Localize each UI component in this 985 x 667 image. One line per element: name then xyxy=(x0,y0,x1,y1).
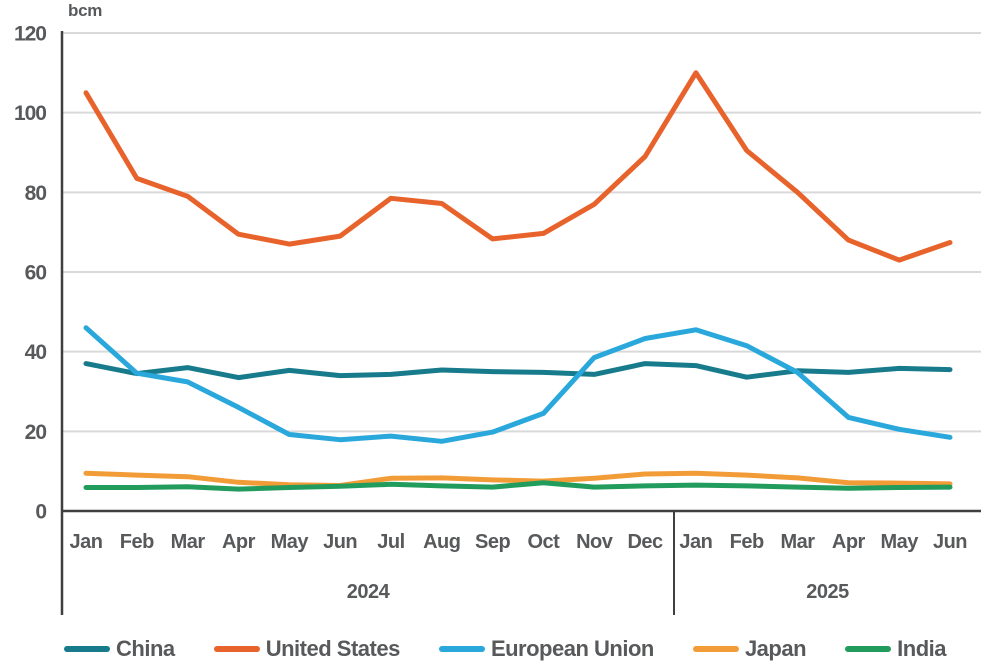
x-tick-label: Mar xyxy=(780,531,815,553)
x-tick-label: Feb xyxy=(730,531,764,553)
legend-item-china: China xyxy=(64,636,175,662)
x-tick-label: May xyxy=(880,531,919,553)
y-tick-label: 60 xyxy=(25,262,47,285)
legend-item-india: India xyxy=(845,636,946,662)
x-tick-label: Jun xyxy=(323,531,357,553)
legend-swatch-icon xyxy=(692,646,739,652)
x-tick-label: May xyxy=(271,531,310,553)
y-tick-label: 120 xyxy=(14,23,46,46)
year-label: 2025 xyxy=(806,581,849,603)
legend-item-japan: Japan xyxy=(692,636,807,662)
x-tick-label: Jun xyxy=(933,531,967,553)
x-tick-label: Apr xyxy=(222,531,256,553)
y-axis-unit-label: bcm xyxy=(68,1,103,20)
y-tick-label: 40 xyxy=(25,341,47,364)
legend-label: India xyxy=(897,636,946,661)
y-tick-label: 80 xyxy=(25,182,47,205)
x-tick-label: Feb xyxy=(120,531,154,553)
legend-swatch-icon xyxy=(213,646,260,652)
series-line-european-union xyxy=(83,325,953,444)
y-tick-label: 100 xyxy=(14,102,46,125)
series-line-united-states xyxy=(83,70,953,263)
x-tick-label: Apr xyxy=(832,531,866,553)
legend-label: European Union xyxy=(490,636,654,661)
y-tick-label: 20 xyxy=(25,421,47,444)
x-tick-label: Jan xyxy=(679,531,712,553)
legend-label: Japan xyxy=(744,636,807,661)
line-chart: 0 20 40 60 80 100 120 Jan Feb Mar Apr May Jun Jul Aug S… xyxy=(14,23,981,615)
x-tick-label: Dec xyxy=(627,531,663,553)
legend-label: China xyxy=(116,636,175,661)
chart-legend: China United States European Union Japan Ind… xyxy=(64,634,946,664)
x-tick-label: Mar xyxy=(171,531,206,553)
x-tick-label: Sep xyxy=(475,531,510,553)
series-line-china xyxy=(83,361,953,381)
legend-label: United States xyxy=(265,636,401,661)
legend-item-united-states: United States xyxy=(213,636,401,662)
legend-swatch-icon xyxy=(438,646,485,652)
x-tick-label: Jan xyxy=(70,531,103,553)
x-tick-label: Nov xyxy=(576,531,614,553)
legend-swatch-icon xyxy=(64,646,110,652)
legend-swatch-icon xyxy=(845,646,892,652)
year-label: 2024 xyxy=(347,581,391,603)
legend-item-european-union: European Union xyxy=(438,636,654,662)
x-tick-label: Oct xyxy=(527,531,560,553)
x-tick-label: Aug xyxy=(423,531,460,553)
y-tick-label: 0 xyxy=(35,501,46,524)
series-line-japan xyxy=(83,470,953,488)
x-tick-label: Jul xyxy=(377,531,404,553)
series-line-india xyxy=(83,480,953,492)
